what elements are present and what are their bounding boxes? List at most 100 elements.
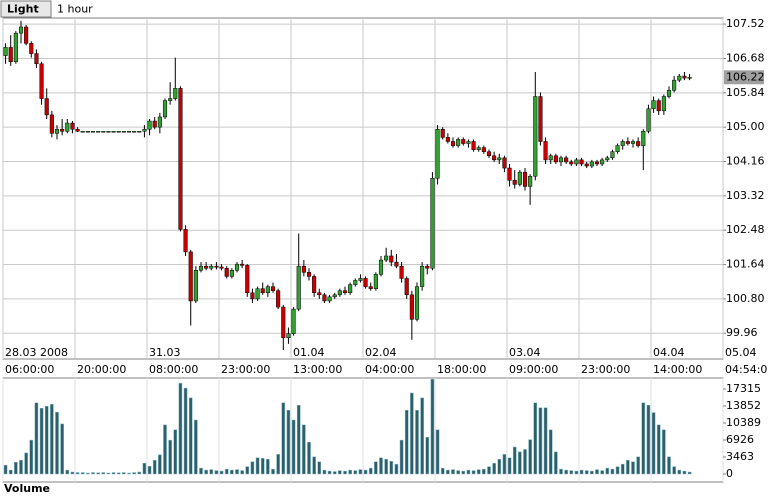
volume-bar [178, 382, 183, 475]
candle-body [384, 255, 389, 261]
volume-bar [435, 429, 440, 475]
candle-body [219, 266, 224, 269]
volume-bar [646, 405, 651, 475]
volume-bar [523, 449, 527, 475]
candle-body [558, 157, 564, 163]
volume-bar [8, 469, 13, 475]
volume-bar [394, 463, 399, 475]
x-tick-label: 04:00:00 [365, 363, 414, 376]
volume-bar [651, 412, 656, 475]
volume-bar [127, 472, 131, 475]
volume-label: Volume [4, 482, 50, 495]
candle-body [348, 284, 353, 294]
volume-bar [533, 402, 538, 475]
last-price-box [724, 70, 764, 85]
candle-body [502, 157, 507, 169]
candle-body [157, 116, 162, 128]
candle-body [75, 128, 80, 132]
candle-body [322, 294, 327, 302]
style-button-label[interactable]: Light [7, 3, 39, 16]
candle-body [306, 272, 312, 277]
x-tick-label: 23:00:00 [581, 363, 630, 376]
volume-bar [626, 460, 630, 475]
volume-bar [111, 472, 116, 475]
volume-bar [96, 472, 100, 475]
volume-bar [338, 470, 342, 475]
candle-body [600, 159, 605, 165]
y-tick-label: 100.80 [726, 292, 765, 305]
y-tick-label: 17315 [726, 382, 761, 395]
candle-body [70, 122, 75, 130]
volume-bar [502, 454, 507, 475]
candle-body [116, 131, 121, 133]
volume-bar [420, 397, 424, 475]
candle-body [54, 128, 60, 134]
candle-body [584, 163, 589, 167]
candle-body [281, 306, 286, 338]
candle-body [353, 280, 358, 285]
candle-body [430, 178, 435, 269]
volume-bar [332, 471, 337, 475]
date-label: 04.04 [653, 346, 685, 359]
volume-bar [600, 470, 604, 475]
candle-body [363, 278, 368, 287]
volume-bar [163, 424, 167, 475]
candle-body [435, 128, 440, 179]
volume-bar [579, 469, 584, 475]
volume-bar [440, 467, 445, 475]
candle-body [121, 131, 126, 133]
volume-bar [281, 402, 286, 475]
candle-body [168, 98, 173, 101]
volume-bar [3, 464, 8, 475]
volume-bar [183, 387, 188, 475]
candle-body [255, 288, 260, 300]
volume-bar [564, 469, 568, 475]
volume-bar [554, 451, 558, 475]
volume-bar [456, 470, 460, 475]
volume-bar [543, 407, 548, 475]
volume-bar [353, 470, 358, 475]
volume-bar [199, 467, 203, 475]
style-button[interactable] [0, 0, 52, 18]
volume-bar [60, 423, 64, 475]
candle-body [111, 131, 116, 133]
volume-bar [512, 446, 517, 475]
candle-body [132, 131, 137, 133]
volume-bar [548, 429, 553, 475]
candle-body [512, 180, 517, 185]
volume-bar [677, 469, 682, 475]
volume-bar [487, 466, 491, 475]
candle-body [39, 63, 44, 99]
candle-body [677, 75, 682, 81]
candle-body [666, 90, 672, 97]
candle-body [24, 26, 29, 44]
volume-bar [152, 460, 157, 475]
y-tick-label: 99.96 [726, 326, 758, 339]
candle-body [260, 288, 265, 294]
candle-body [589, 161, 594, 167]
volume-bar [296, 405, 301, 475]
candle-body [276, 290, 281, 308]
volume-bar [266, 459, 270, 475]
date-label: 03.04 [509, 346, 541, 359]
volume-bar [348, 469, 352, 475]
volume-bar [620, 463, 625, 475]
candle-body [342, 290, 348, 294]
candle-body [456, 139, 461, 146]
candle-body [594, 161, 600, 165]
candle-body [564, 157, 569, 163]
volume-bar [605, 467, 610, 475]
candle-body [409, 294, 414, 320]
candle-body [193, 270, 198, 302]
candle-body [661, 96, 666, 112]
volume-bar [70, 471, 75, 475]
candle-body [394, 261, 399, 267]
y-tick-label: 103.32 [726, 189, 765, 202]
volume-bar [363, 469, 368, 475]
candle-body [378, 259, 384, 275]
volume-bar [194, 419, 198, 475]
volume-bar [384, 459, 388, 475]
volume-bar [641, 402, 646, 475]
volume-bar [132, 472, 136, 475]
candle-body [188, 251, 193, 302]
